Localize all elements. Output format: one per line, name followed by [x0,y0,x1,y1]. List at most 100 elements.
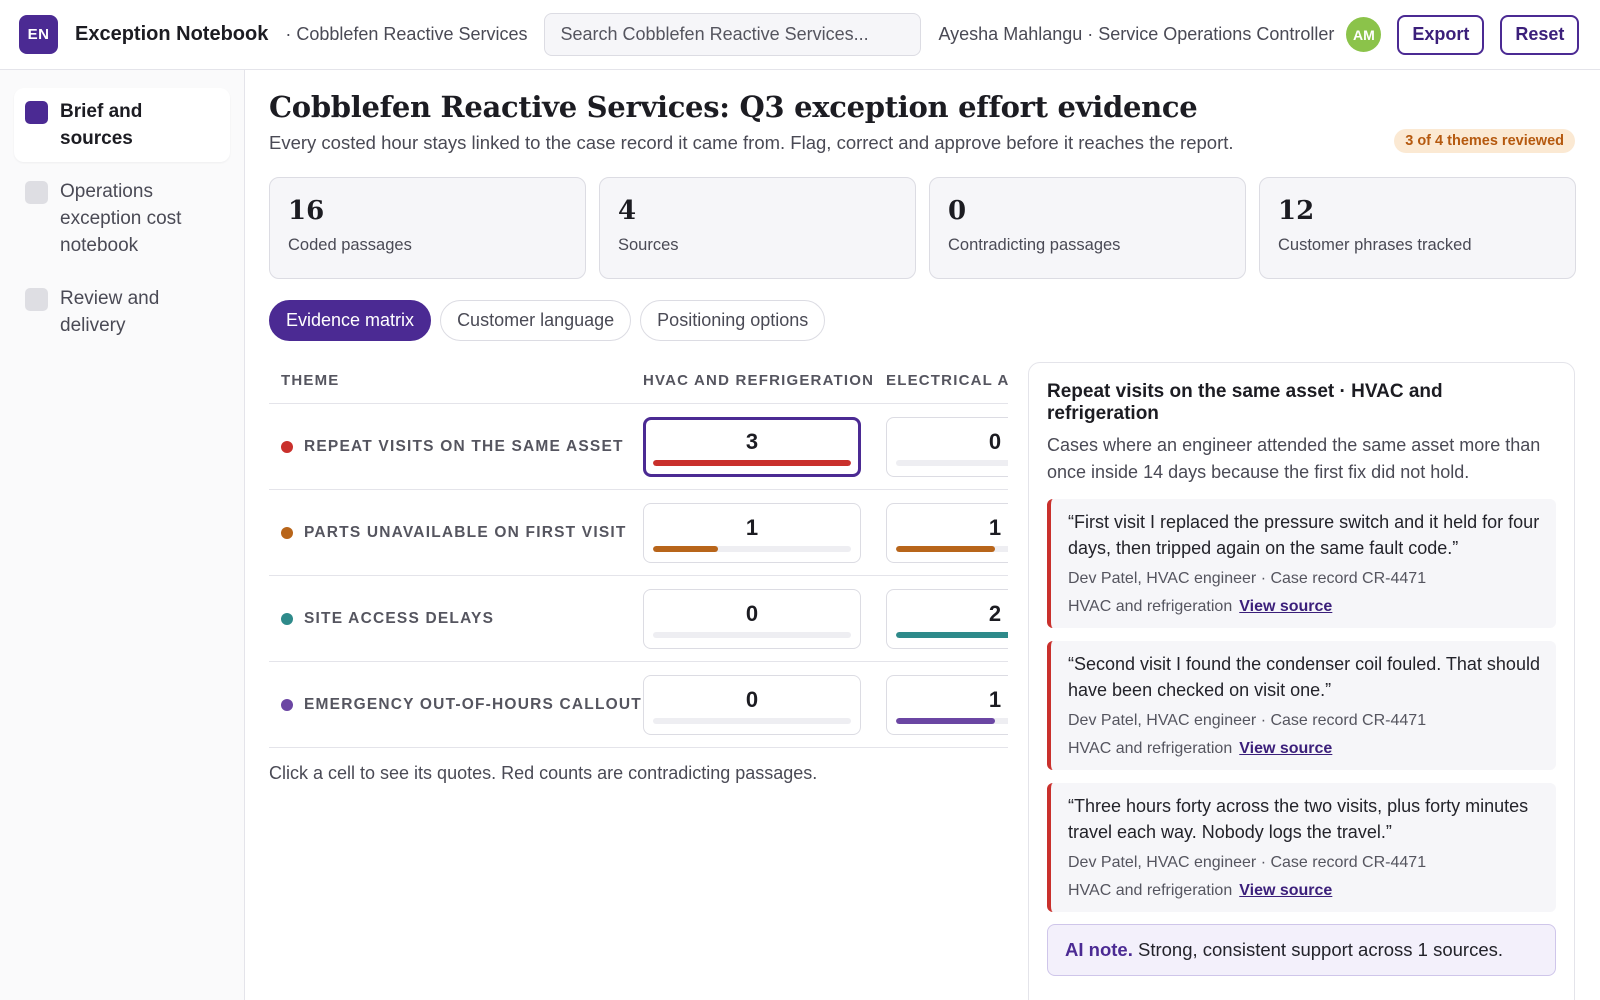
matrix-cell[interactable]: 1 [886,503,1008,563]
quote-attribution: Dev Patel, HVAC engineer · Case record C… [1068,570,1427,587]
stat-label: Sources [618,236,679,254]
panel-description: Cases where an engineer attended the sam… [1047,435,1541,482]
step-marker-icon [25,288,48,311]
cell-bar-track [653,632,851,638]
view-source-link[interactable]: View source [1239,882,1333,899]
matrix-cell[interactable]: 0 [643,675,861,735]
sidebar-item-brief-and-sources[interactable]: Brief and sources [14,88,230,162]
quote-footer: HVAC and refrigeration View source [1068,598,1542,616]
theme-name: EMERGENCY OUT-OF-HOURS CALLOUT [304,696,642,713]
reset-button[interactable]: Reset [1500,14,1580,55]
search-input[interactable] [544,13,922,56]
matrix-row: PARTS UNAVAILABLE ON FIRST VISIT 1 1 [269,490,1008,576]
step-marker-icon [25,101,48,124]
app-logo: EN [19,15,58,54]
step-marker-icon [25,181,48,204]
quote-footer: HVAC and refrigeration View source [1068,740,1542,758]
quote-attribution: Dev Patel, HVAC engineer · Case record C… [1068,712,1427,729]
stat-label: Coded passages [288,236,412,254]
tab-evidence-matrix[interactable]: Evidence matrix [269,300,432,341]
sidebar-item-review-and-delivery[interactable]: Review and delivery [14,275,230,349]
view-tabs: Evidence matrix Customer language Positi… [269,300,826,341]
sidebar-item-label: Operations exception cost notebook [60,181,182,256]
quote-text: “Second visit I found the condenser coil… [1068,654,1540,700]
matrix-row: SITE ACCESS DELAYS 0 2 [269,576,1008,662]
view-source-link[interactable]: View source [1239,740,1333,757]
theme-color-dot [281,527,293,539]
cell-count: 1 [988,515,1002,540]
matrix-cell[interactable]: 1 [886,675,1008,735]
export-button[interactable]: Export [1397,14,1485,55]
evidence-matrix: THEME HVAC AND REFRIGERATION ELECTRICAL … [269,358,1008,758]
sidebar: Brief and sources Operations exception c… [0,70,245,1000]
stat-card-coded-passages: 16 Coded passages [269,177,586,279]
page-subtitle: Every costed hour stays linked to the ca… [269,132,1234,153]
column-header-theme: THEME [281,372,340,389]
cell-bar-track [653,718,851,724]
cell-bar-fill [896,546,995,552]
stat-label: Contradicting passages [948,236,1121,254]
ai-note-text: Strong, consistent support across 1 sour… [1137,939,1504,960]
cell-count: 3 [745,429,759,454]
matrix-cell[interactable]: 3 [643,417,861,477]
review-status-badge: 3 of 4 themes reviewed [1394,129,1575,153]
cell-bar-track [896,718,1008,724]
matrix-help-text: Click a cell to see its quotes. Red coun… [269,763,818,783]
stat-value: 0 [948,196,967,226]
theme-name: REPEAT VISITS ON THE SAME ASSET [304,438,624,455]
tab-customer-language[interactable]: Customer language [440,300,632,341]
cell-bar-track [653,546,851,552]
matrix-row: EMERGENCY OUT-OF-HOURS CALLOUT 0 1 [269,662,1008,748]
column-header-hvac: HVAC AND REFRIGERATION [643,372,875,389]
theme-color-dot [281,699,293,711]
cell-bar-fill [653,460,851,466]
quote-theme: HVAC and refrigeration [1068,598,1233,615]
cell-count: 2 [988,601,1002,626]
panel-title: Repeat visits on the same asset · HVAC a… [1047,381,1443,424]
quote-card: “Second visit I found the condenser coil… [1047,641,1556,770]
stat-value: 4 [618,196,637,226]
sidebar-item-label: Brief and sources [60,101,143,149]
matrix-cell[interactable]: 0 [643,589,861,649]
matrix-cell[interactable]: 0 [886,417,1008,477]
quote-footer: HVAC and refrigeration View source [1068,882,1542,900]
quote-theme: HVAC and refrigeration [1068,882,1233,899]
ai-note: AI note. Strong, consistent support acro… [1047,924,1556,976]
quote-theme: HVAC and refrigeration [1068,740,1233,757]
cell-bar-track [653,460,851,466]
stat-card-contradicting: 0 Contradicting passages [929,177,1246,279]
app-name: Exception Notebook [75,23,269,45]
column-header-electrical: ELECTRICAL AND [886,372,1008,389]
user-info: Ayesha Mahlangu · Service Operations Con… [938,24,1335,44]
ai-note-label: AI note. [1065,939,1133,960]
theme-color-dot [281,613,293,625]
view-source-link[interactable]: View source [1239,598,1333,615]
cell-bar-fill [896,632,1008,638]
breadcrumb[interactable]: · Cobblefen Reactive Services [285,24,528,44]
quote-text: “First visit I replaced the pressure swi… [1068,512,1540,558]
cell-bar-track [896,460,1008,466]
cell-count: 0 [988,429,1002,454]
quote-text: “Three hours forty across the two visits… [1068,796,1529,842]
matrix-cell[interactable]: 2 [886,589,1008,649]
stat-label: Customer phrases tracked [1278,236,1472,254]
stat-card-customer-phrases: 12 Customer phrases tracked [1259,177,1576,279]
quote-card: “First visit I replaced the pressure swi… [1047,499,1556,628]
page-title: Cobblefen Reactive Services: Q3 exceptio… [269,90,1198,124]
cell-count: 0 [745,601,759,626]
cell-bar-fill [896,718,995,724]
stat-card-sources: 4 Sources [599,177,916,279]
top-bar: EN Exception Notebook · Cobblefen Reacti… [0,0,1600,70]
theme-name: SITE ACCESS DELAYS [304,610,495,627]
theme-name: PARTS UNAVAILABLE ON FIRST VISIT [304,524,627,541]
matrix-row: REPEAT VISITS ON THE SAME ASSET 3 0 [269,404,1008,490]
matrix-cell[interactable]: 1 [643,503,861,563]
matrix-header: THEME HVAC AND REFRIGERATION ELECTRICAL … [269,358,1008,404]
theme-label: REPEAT VISITS ON THE SAME ASSET [281,404,624,490]
theme-label: PARTS UNAVAILABLE ON FIRST VISIT [281,490,627,576]
cell-count: 1 [745,515,759,540]
tab-positioning-options[interactable]: Positioning options [640,300,826,341]
avatar[interactable]: AM [1346,17,1382,52]
sidebar-item-operations-notebook[interactable]: Operations exception cost notebook [14,168,230,269]
stat-value: 16 [288,196,325,226]
